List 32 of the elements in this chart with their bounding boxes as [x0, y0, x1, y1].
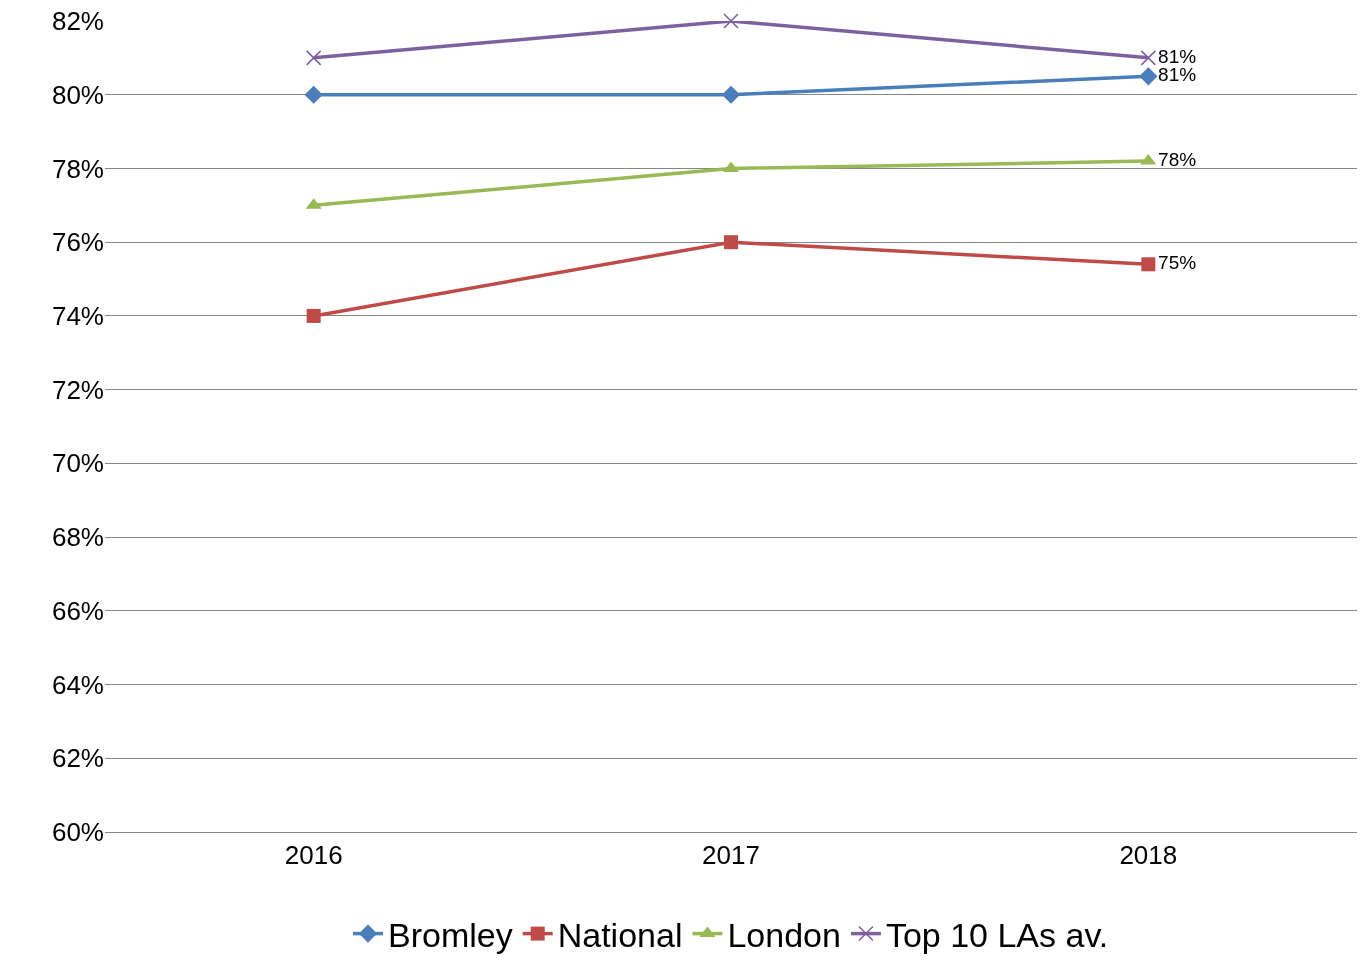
- point: [305, 50, 322, 66]
- y-tick-label: 66%: [51, 595, 104, 626]
- point: [724, 235, 738, 250]
- point: [1140, 50, 1157, 66]
- point: [723, 13, 739, 29]
- data-label: 75%: [1158, 252, 1197, 274]
- y-tick-label: 72%: [51, 374, 104, 405]
- x-tick-label: 2018: [1119, 840, 1178, 871]
- y-tick-label: 76%: [51, 227, 104, 258]
- y-tick-label: 70%: [51, 448, 104, 479]
- y-tick-label: 80%: [51, 79, 104, 110]
- data-label: 81%: [1158, 45, 1197, 67]
- point: [1139, 67, 1158, 86]
- y-tick-label: 64%: [51, 669, 104, 700]
- y-tick-label: 68%: [51, 522, 104, 553]
- data-label: 81%: [1158, 64, 1197, 86]
- legend-label: National: [557, 915, 683, 954]
- y-tick-label: 78%: [51, 153, 104, 184]
- point: [1141, 257, 1156, 272]
- y-tick-label: 82%: [51, 6, 104, 37]
- point: [306, 308, 321, 323]
- point: [721, 85, 741, 104]
- y-tick-label: 60%: [51, 817, 104, 848]
- y-tick-label: 62%: [51, 743, 104, 774]
- y-tick-label: 74%: [51, 301, 104, 332]
- x-tick-label: 2016: [284, 840, 343, 871]
- legend-label: Top 10 LAs av.: [885, 915, 1109, 954]
- data-label: 78%: [1158, 148, 1197, 170]
- point: [304, 85, 323, 104]
- x-tick-label: 2017: [702, 840, 760, 871]
- legend-label: London: [727, 915, 841, 954]
- legend-label: Bromley: [388, 915, 513, 954]
